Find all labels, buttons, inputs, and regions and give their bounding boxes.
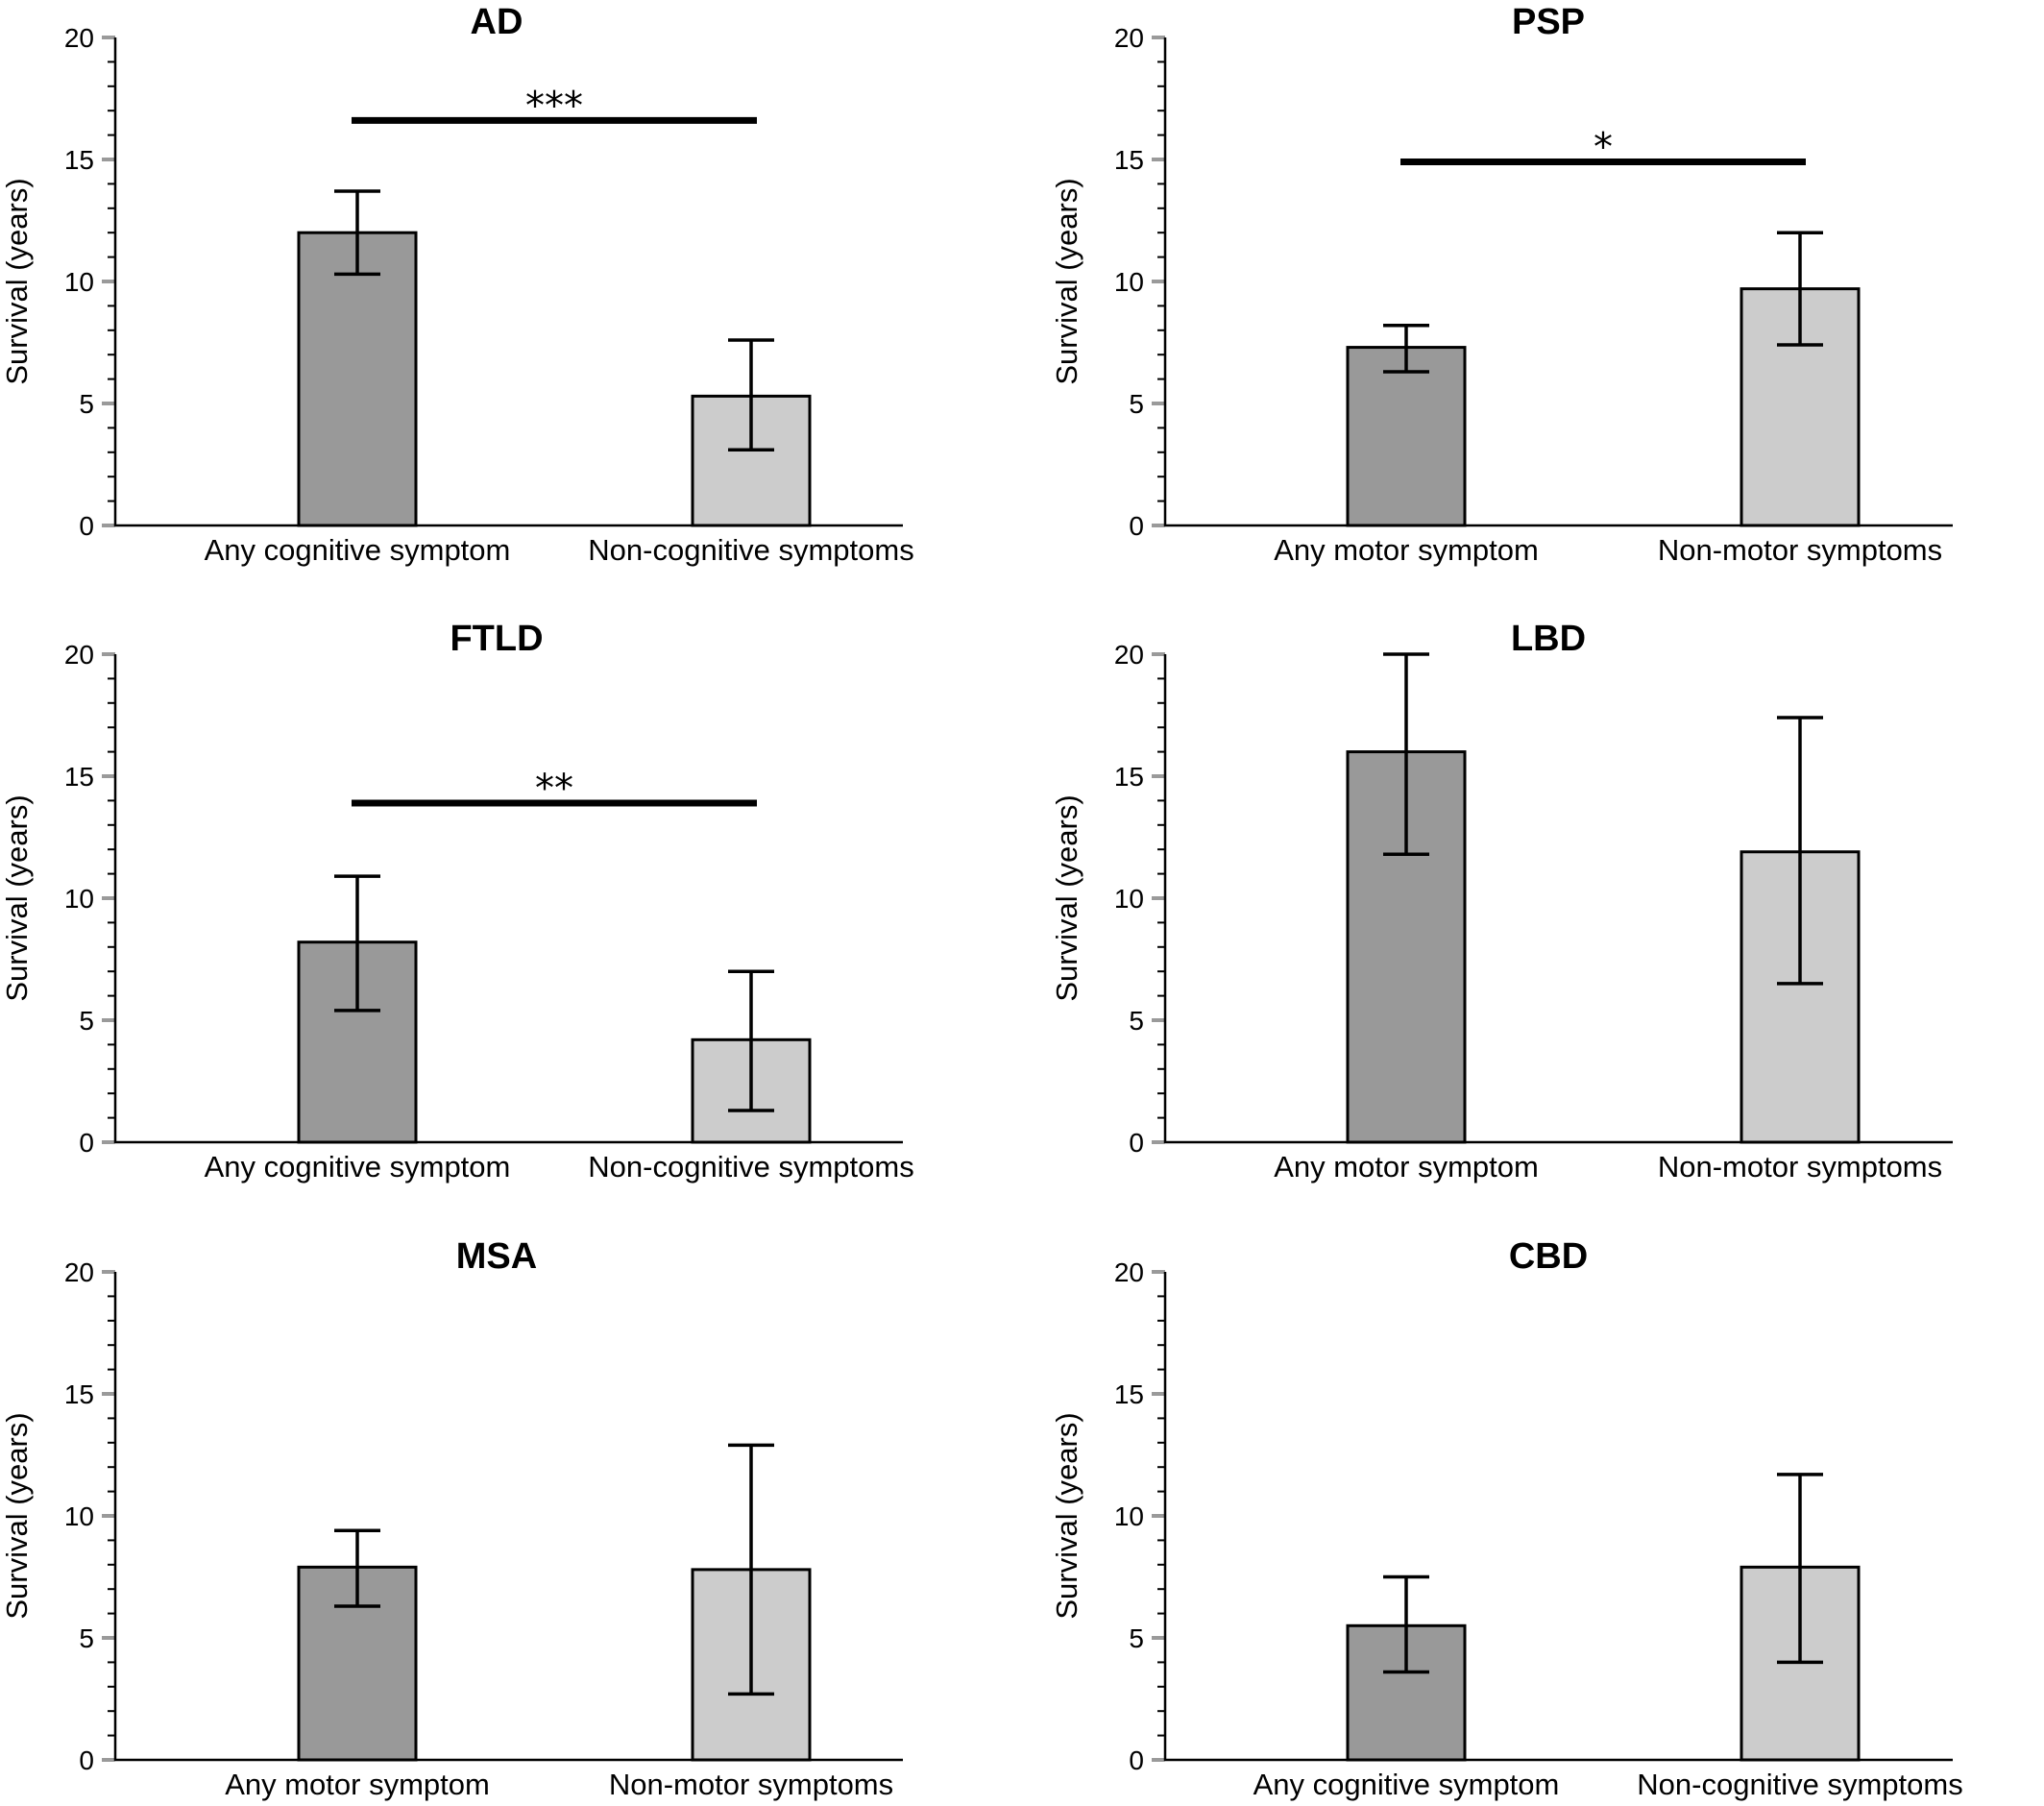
chart-title: AD — [471, 2, 523, 42]
significance-label: *** — [525, 84, 583, 128]
y-tick-label: 10 — [1114, 267, 1144, 297]
x-category-label: Any cognitive symptom — [205, 1150, 511, 1184]
y-tick-label: 10 — [1114, 1501, 1144, 1531]
y-tick-label: 0 — [79, 511, 94, 541]
chart-panel-ftld: FTLD Survival (years) 0 5 10 15 20 Any cognitiv… — [0, 619, 914, 1184]
bar-2 — [1740, 850, 1861, 1144]
y-tick-label: 5 — [79, 389, 94, 419]
significance-label: * — [1594, 126, 1613, 170]
x-category-label: Any motor symptom — [1274, 1150, 1539, 1184]
bar-1 — [297, 231, 418, 527]
y-axis-label: Survival (years) — [0, 1412, 34, 1619]
y-tick-label: 15 — [64, 1379, 94, 1409]
y-tick-label: 5 — [1129, 1006, 1144, 1036]
chart-panel-psp: PSP Survival (years) 0 5 10 15 20 Any motor sym… — [1050, 2, 1953, 567]
y-tick-label: 15 — [64, 145, 94, 175]
y-tick-label: 0 — [1129, 1745, 1144, 1775]
chart-title: PSP — [1512, 2, 1585, 42]
chart-title: CBD — [1509, 1236, 1588, 1277]
y-tick-label: 15 — [1114, 762, 1144, 792]
y-tick-label: 5 — [1129, 389, 1144, 419]
x-category-label: Any cognitive symptom — [1253, 1768, 1560, 1801]
y-tick-label: 5 — [79, 1623, 94, 1653]
chart-panel-msa: MSA Survival (years) 0 5 10 15 20 Any motor sym… — [0, 1236, 903, 1801]
y-tick-label: 15 — [1114, 145, 1144, 175]
y-tick-label: 20 — [64, 640, 94, 670]
x-category-label: Non-motor symptoms — [609, 1768, 893, 1801]
x-category-label: Any motor symptom — [1274, 533, 1539, 567]
chart-panel-cbd: CBD Survival (years) 0 5 10 15 20 Any cognitive… — [1050, 1236, 1963, 1801]
y-axis-label: Survival (years) — [0, 178, 34, 384]
y-tick-label: 15 — [1114, 1379, 1144, 1409]
y-tick-label: 0 — [1129, 1128, 1144, 1158]
y-axis-label: Survival (years) — [1050, 794, 1083, 1001]
chart-title: MSA — [456, 1236, 537, 1277]
y-tick-label: 5 — [1129, 1623, 1144, 1653]
y-tick-label: 0 — [79, 1745, 94, 1775]
y-tick-label: 20 — [1114, 640, 1144, 670]
significance-label: ** — [535, 767, 573, 811]
x-category-label: Non-motor symptoms — [1658, 1150, 1942, 1184]
x-category-label: Non-motor symptoms — [1658, 533, 1942, 567]
x-category-label: Non-cognitive symptoms — [588, 1150, 913, 1184]
y-tick-label: 0 — [79, 1128, 94, 1158]
y-tick-label: 10 — [64, 267, 94, 297]
y-tick-label: 10 — [1114, 884, 1144, 914]
y-tick-label: 20 — [64, 23, 94, 53]
chart-title: LBD — [1511, 619, 1586, 659]
y-tick-label: 20 — [64, 1257, 94, 1287]
chart-panel-lbd: LBD Survival (years) 0 5 10 15 20 Any motor sym… — [1050, 619, 1953, 1184]
y-tick-label: 20 — [1114, 23, 1144, 53]
chart-title: FTLD — [450, 619, 543, 659]
bar-1 — [1346, 346, 1467, 527]
y-tick-label: 0 — [1129, 511, 1144, 541]
y-tick-label: 5 — [79, 1006, 94, 1036]
x-category-label: Non-cognitive symptoms — [1637, 1768, 1962, 1801]
y-tick-label: 20 — [1114, 1257, 1144, 1287]
x-category-label: Non-cognitive symptoms — [588, 533, 913, 567]
y-axis-label: Survival (years) — [1050, 1412, 1083, 1619]
y-axis-label: Survival (years) — [1050, 178, 1083, 384]
y-axis-label: Survival (years) — [0, 794, 34, 1001]
x-category-label: Any cognitive symptom — [205, 533, 511, 567]
y-tick-label: 10 — [64, 884, 94, 914]
y-tick-label: 15 — [64, 762, 94, 792]
x-category-label: Any motor symptom — [225, 1768, 490, 1801]
y-tick-label: 10 — [64, 1501, 94, 1531]
chart-panel-ad: AD Survival (years) 0 5 10 15 20 Any cognitive … — [0, 2, 914, 567]
